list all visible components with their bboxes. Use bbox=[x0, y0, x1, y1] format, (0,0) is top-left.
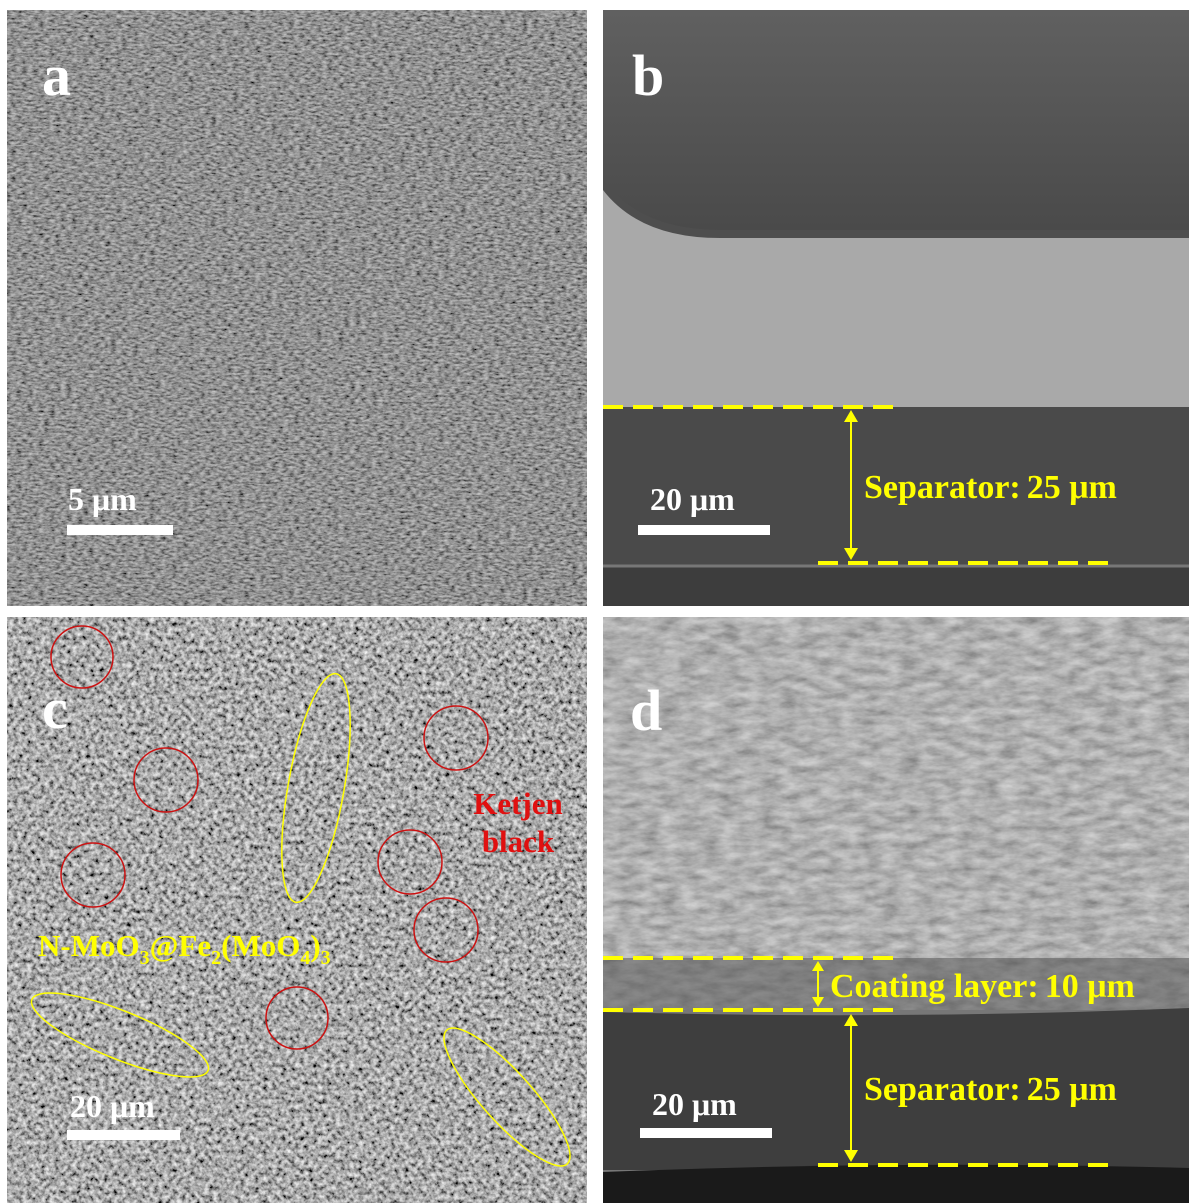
formula-sub: 3 bbox=[140, 947, 150, 969]
panel-d: Coating layer:10 μm Separator:25 μm d 20… bbox=[603, 617, 1189, 1203]
panel-label: b bbox=[632, 43, 664, 108]
base-region bbox=[603, 1165, 1189, 1203]
annotation-name: Separator: bbox=[864, 469, 1021, 506]
figure: a 5 μm Separator:25 μm b 20 μm bbox=[0, 0, 1189, 1203]
annotation-name: Coating layer: bbox=[830, 968, 1039, 1005]
annotation: Separator:25 μm bbox=[864, 1071, 1117, 1108]
panel-a: a 5 μm bbox=[7, 10, 587, 606]
scale-bar bbox=[638, 525, 770, 535]
annotation-value: 10 μm bbox=[1045, 968, 1135, 1005]
background-region bbox=[603, 10, 1189, 230]
ketjen-line: black bbox=[482, 824, 555, 859]
annotation: Separator:25 μm bbox=[864, 469, 1117, 506]
annotation-value: 25 μm bbox=[1027, 1071, 1117, 1108]
base-region bbox=[603, 565, 1189, 606]
formula-part: N-MoO bbox=[38, 928, 140, 963]
coating-texture bbox=[603, 617, 1189, 1010]
annotation: Coating layer:10 μm bbox=[830, 968, 1135, 1005]
formula-part: (MoO bbox=[221, 928, 300, 963]
formula-part: ) bbox=[310, 928, 320, 963]
scale-bar-label: 20 μm bbox=[650, 481, 735, 517]
scale-bar bbox=[67, 1130, 180, 1140]
scale-bar-label: 20 μm bbox=[652, 1086, 737, 1122]
formula-sub: 2 bbox=[211, 947, 221, 969]
panel-label: c bbox=[42, 676, 68, 741]
annotation-value: 25 μm bbox=[1027, 469, 1117, 506]
panel-label: a bbox=[42, 43, 71, 108]
formula-part: @Fe bbox=[150, 928, 212, 963]
annotation-name: Separator: bbox=[864, 1071, 1021, 1108]
formula-sub: 4 bbox=[300, 947, 310, 969]
formula-label: N-MoO3@Fe2(MoO4)3 bbox=[38, 928, 331, 969]
panel-label: d bbox=[630, 678, 662, 743]
formula-sub: 3 bbox=[321, 947, 331, 969]
panel-b: Separator:25 μm b 20 μm bbox=[603, 10, 1189, 606]
scale-bar-label: 5 μm bbox=[68, 481, 137, 517]
scale-bar bbox=[67, 525, 173, 535]
scale-bar bbox=[640, 1128, 772, 1138]
ketjen-line: Ketjen bbox=[473, 786, 563, 821]
scale-bar-label: 20 μm bbox=[70, 1088, 155, 1124]
